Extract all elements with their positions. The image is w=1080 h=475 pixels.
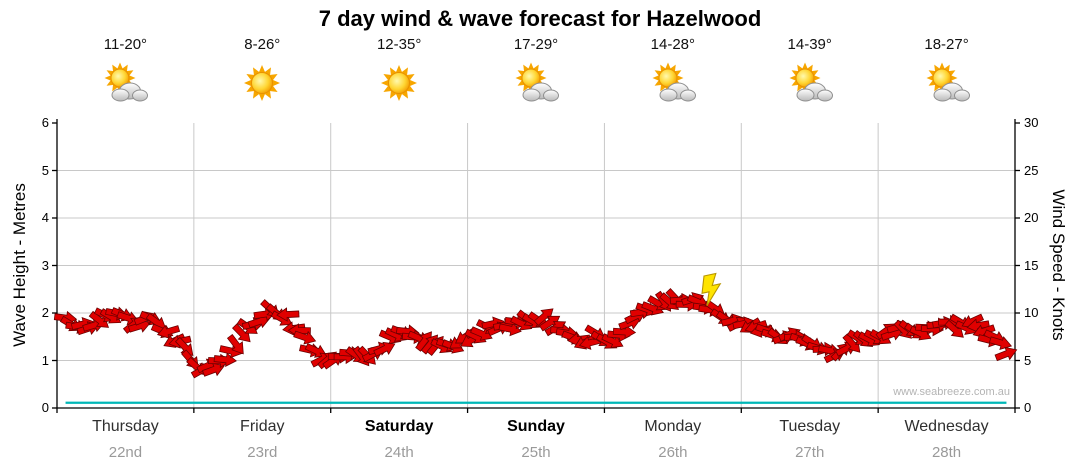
day-name: Sunday [507,418,565,435]
weather-icon [784,62,836,106]
sun-cloud-icon [104,62,149,102]
sun-cloud-icon [652,62,696,102]
wind-arrow [293,330,317,345]
day-temperature: 17-29° [513,36,559,53]
day-date: 28th [931,444,962,461]
wind-arrow [156,324,181,339]
wind-arrow [88,310,110,328]
wind-arrow [533,308,554,327]
weather-icon [647,62,699,106]
wind-arrow [601,333,624,349]
wind-arrow [498,322,522,337]
weather-icon [99,62,151,106]
day-name: Wednesday [904,418,989,435]
right-axis-tick-label: 10 [1024,305,1039,320]
day-name: Friday [240,418,285,435]
sun-cloud-icon [789,62,833,102]
day-temperature: 12-35° [376,36,422,53]
day-date: 27th [795,444,825,461]
right-axis-tick-label: 15 [1024,257,1039,273]
wind-arrow [373,341,396,357]
page-title: 7 day wind & wave forecast for Hazelwood [318,6,762,31]
day-name: Monday [644,418,702,435]
left-axis-tick-label: 0 [41,400,49,415]
wind-arrow [470,326,493,341]
right-axis-tick-label: 5 [1024,352,1032,368]
wind-arrow [612,324,637,340]
watermark: www.seabreeze.com.au [893,386,1010,398]
day-date: 25th [521,444,551,461]
day-temperature: 14-28° [650,36,696,53]
right-axis-tick-label: 20 [1024,210,1039,225]
day-temperature: 11-20° [103,36,148,53]
day-date: 26th [658,444,688,461]
sun-cloud-icon [515,62,559,102]
weather-icon [921,62,973,106]
right-axis-tick-label: 0 [1024,400,1032,415]
right-axis-tick-label: 25 [1024,162,1039,178]
sun-cloud-icon [926,62,970,102]
day-temperature: 14-39° [787,36,832,53]
left-axis-tick-label: 2 [41,305,49,320]
left-axis-tick-label: 5 [41,162,49,178]
day-temperature: 8-26° [244,36,281,53]
weather-icon [373,62,425,106]
sun-icon [244,65,281,101]
day-name: Thursday [92,418,159,435]
gridlines [57,123,1015,408]
right-axis-tick-label: 30 [1024,115,1039,130]
weather-icon [236,62,288,106]
day-date: 24th [384,444,414,461]
left-axis-tick-label: 4 [41,210,49,225]
day-date: 23rd [247,444,278,461]
left-axis-tick-label: 6 [41,115,49,130]
lightning-icon [701,272,722,307]
day-name: Tuesday [779,418,841,435]
day-date: 22nd [108,444,143,461]
wind-arrow [994,346,1018,362]
day-temperature: 18-27° [924,36,969,53]
left-axis-tick-label: 1 [41,352,49,368]
left-axis-tick-label: 3 [41,257,49,273]
sun-icon [381,65,418,101]
wind-arrow [226,333,244,355]
weather-icon [510,62,562,106]
day-name: Saturday [364,418,434,435]
wind-arrow [202,362,225,377]
wind-arrow [276,307,300,322]
axes [52,119,1020,413]
wind-arrows [53,288,1018,379]
wind-arrow [842,333,861,353]
